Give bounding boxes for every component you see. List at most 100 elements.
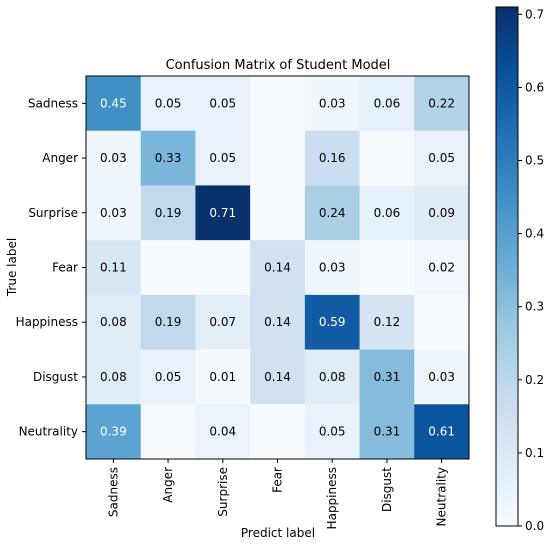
cell-value-label: 0.03 bbox=[100, 206, 127, 220]
cell-value-label: 0.71 bbox=[209, 206, 236, 220]
heatmap-cell bbox=[304, 130, 361, 186]
heatmap-cell bbox=[86, 404, 142, 460]
heatmap-cell bbox=[250, 240, 306, 296]
heatmap-cell bbox=[250, 349, 306, 405]
y-axis-title: True label bbox=[5, 238, 19, 297]
cell-value-label: 0.05 bbox=[209, 96, 236, 110]
cell-value-label: 0.24 bbox=[319, 206, 346, 220]
cell-value-label: 0.07 bbox=[209, 315, 236, 329]
heatmap-cell bbox=[304, 240, 361, 296]
cell-value-label: 0.12 bbox=[374, 315, 401, 329]
colorbar-tick-label: 0.6 bbox=[525, 80, 544, 94]
cell-value-label: 0.22 bbox=[428, 96, 455, 110]
x-tick-label: Happiness bbox=[325, 467, 339, 529]
y-tick-label: Neutrality bbox=[19, 425, 78, 439]
cell-value-label: 0.04 bbox=[209, 425, 236, 439]
heatmap-cell bbox=[304, 76, 361, 132]
cell-value-label: 0.05 bbox=[209, 151, 236, 165]
heatmap-cell bbox=[359, 185, 415, 241]
cell-value-label: 0.05 bbox=[155, 370, 182, 384]
y-tick-label: Fear bbox=[52, 261, 78, 275]
heatmap-cell bbox=[250, 130, 306, 186]
cell-value-label: 0.14 bbox=[264, 261, 291, 275]
cell-value-label: 0.11 bbox=[100, 261, 127, 275]
cell-value-label: 0.03 bbox=[428, 370, 455, 384]
x-axis-title: Predict label bbox=[241, 526, 315, 540]
heatmap-cell bbox=[140, 76, 196, 132]
heatmap-cell bbox=[140, 404, 196, 460]
heatmap-cell bbox=[414, 404, 470, 460]
heatmap-cell bbox=[140, 349, 196, 405]
cell-value-label: 0.05 bbox=[319, 425, 346, 439]
heatmap-cell bbox=[86, 349, 142, 405]
colorbar bbox=[495, 6, 519, 527]
heatmap-cell bbox=[359, 130, 415, 186]
y-tick-label: Sadness bbox=[28, 96, 78, 110]
cell-value-label: 0.14 bbox=[264, 315, 291, 329]
cell-value-label: 0.08 bbox=[319, 370, 346, 384]
colorbar-tick-label: 0.2 bbox=[525, 373, 544, 387]
heatmap-cell bbox=[359, 349, 415, 405]
heatmap-cell bbox=[195, 76, 251, 132]
cell-value-label: 0.08 bbox=[100, 370, 127, 384]
cell-value-label: 0.19 bbox=[155, 315, 182, 329]
heatmap-cell bbox=[86, 76, 142, 132]
cell-value-label: 0.59 bbox=[319, 315, 346, 329]
y-axis-ticks: Sadness Anger Surprise Fear Happiness Disgust… bbox=[16, 96, 86, 439]
heatmap-cell bbox=[414, 76, 470, 132]
cell-value-label: 0.14 bbox=[264, 370, 291, 384]
heatmap-cell bbox=[86, 185, 142, 241]
cell-value-label: 0.03 bbox=[100, 151, 127, 165]
heatmap-cell bbox=[414, 240, 470, 296]
heatmap-cell bbox=[414, 130, 470, 186]
heatmap-cell bbox=[414, 185, 470, 241]
cell-value-label: 0.16 bbox=[319, 151, 346, 165]
heatmap-cell bbox=[304, 185, 361, 241]
heatmap-cell bbox=[195, 240, 251, 296]
heatmap-cell bbox=[414, 349, 470, 405]
heatmap-cell bbox=[195, 185, 251, 241]
x-tick-label: Disgust bbox=[380, 467, 394, 512]
colorbar-tick-label: 0.0 bbox=[525, 519, 544, 533]
y-tick-label: Surprise bbox=[28, 206, 78, 220]
heatmap-cell bbox=[359, 240, 415, 296]
heatmap-cell bbox=[195, 349, 251, 405]
cell-value-label: 0.05 bbox=[428, 151, 455, 165]
heatmap-cell bbox=[304, 349, 361, 405]
y-tick-label: Anger bbox=[42, 151, 78, 165]
heatmap-cell bbox=[414, 294, 470, 351]
heatmap-cells: 0.45 0.05 0.05 0.03 0.06 0.22 0.03 0.33 0.05 0.16… bbox=[86, 76, 470, 460]
cell-value-label: 0.19 bbox=[155, 206, 182, 220]
heatmap-cell bbox=[195, 404, 251, 460]
y-tick-label: Disgust bbox=[33, 370, 78, 384]
heatmap-cell bbox=[304, 404, 361, 460]
heatmap-cell bbox=[359, 294, 415, 351]
heatmap-cell bbox=[250, 294, 306, 351]
heatmap-cell bbox=[140, 130, 196, 186]
heatmap-cell bbox=[140, 240, 196, 296]
colorbar-tick-label: 0.1 bbox=[525, 446, 544, 460]
heatmap-cell bbox=[250, 185, 306, 241]
heatmap-cell bbox=[86, 294, 142, 351]
cell-value-label: 0.08 bbox=[100, 315, 127, 329]
cell-value-label: 0.33 bbox=[155, 151, 182, 165]
colorbar-tick-label: 0.5 bbox=[525, 154, 544, 168]
cell-value-label: 0.03 bbox=[319, 261, 346, 275]
heatmap-cell bbox=[250, 76, 306, 132]
cell-value-label: 0.05 bbox=[155, 96, 182, 110]
heatmap-cell bbox=[86, 130, 142, 186]
cell-value-label: 0.03 bbox=[319, 96, 346, 110]
heatmap-cell bbox=[140, 294, 196, 351]
colorbar-tick-label: 0.3 bbox=[525, 300, 544, 314]
chart-title: Confusion Matrix of Student Model bbox=[166, 58, 391, 73]
colorbar-tick-label: 0.4 bbox=[525, 227, 544, 241]
cell-value-label: 0.02 bbox=[428, 261, 455, 275]
heatmap-cell bbox=[359, 76, 415, 132]
cell-value-label: 0.45 bbox=[100, 96, 127, 110]
cell-value-label: 0.61 bbox=[428, 425, 455, 439]
colorbar-tick-label: 0.7 bbox=[525, 7, 544, 21]
heatmap-cell bbox=[359, 404, 415, 460]
x-tick-label: Anger bbox=[161, 467, 175, 503]
cell-value-label: 0.09 bbox=[428, 206, 455, 220]
